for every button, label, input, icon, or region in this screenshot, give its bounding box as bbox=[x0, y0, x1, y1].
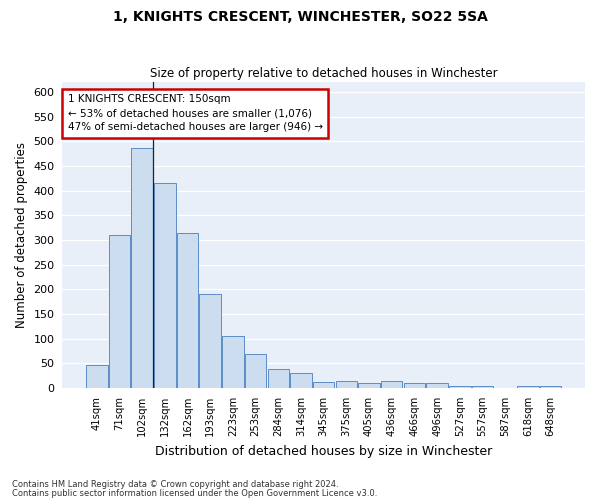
Text: 1, KNIGHTS CRESCENT, WINCHESTER, SO22 5SA: 1, KNIGHTS CRESCENT, WINCHESTER, SO22 5S… bbox=[113, 10, 487, 24]
Bar bbox=[313, 382, 334, 388]
Bar bbox=[199, 294, 221, 388]
Text: Contains public sector information licensed under the Open Government Licence v3: Contains public sector information licen… bbox=[12, 488, 377, 498]
Text: 1 KNIGHTS CRESCENT: 150sqm
← 53% of detached houses are smaller (1,076)
47% of s: 1 KNIGHTS CRESCENT: 150sqm ← 53% of deta… bbox=[68, 94, 323, 132]
Bar bbox=[222, 336, 244, 388]
Bar bbox=[381, 380, 403, 388]
Bar bbox=[426, 383, 448, 388]
Bar bbox=[290, 374, 312, 388]
Bar bbox=[539, 386, 561, 388]
Bar bbox=[245, 354, 266, 388]
Text: Contains HM Land Registry data © Crown copyright and database right 2024.: Contains HM Land Registry data © Crown c… bbox=[12, 480, 338, 489]
Bar bbox=[177, 232, 199, 388]
Y-axis label: Number of detached properties: Number of detached properties bbox=[15, 142, 28, 328]
X-axis label: Distribution of detached houses by size in Winchester: Distribution of detached houses by size … bbox=[155, 444, 492, 458]
Bar bbox=[131, 148, 153, 388]
Bar bbox=[335, 380, 357, 388]
Bar bbox=[268, 370, 289, 388]
Bar bbox=[109, 234, 130, 388]
Bar bbox=[358, 383, 380, 388]
Bar bbox=[472, 386, 493, 388]
Bar bbox=[86, 366, 107, 388]
Title: Size of property relative to detached houses in Winchester: Size of property relative to detached ho… bbox=[150, 66, 497, 80]
Bar bbox=[449, 386, 470, 388]
Bar bbox=[154, 184, 176, 388]
Bar bbox=[404, 383, 425, 388]
Bar bbox=[517, 386, 539, 388]
